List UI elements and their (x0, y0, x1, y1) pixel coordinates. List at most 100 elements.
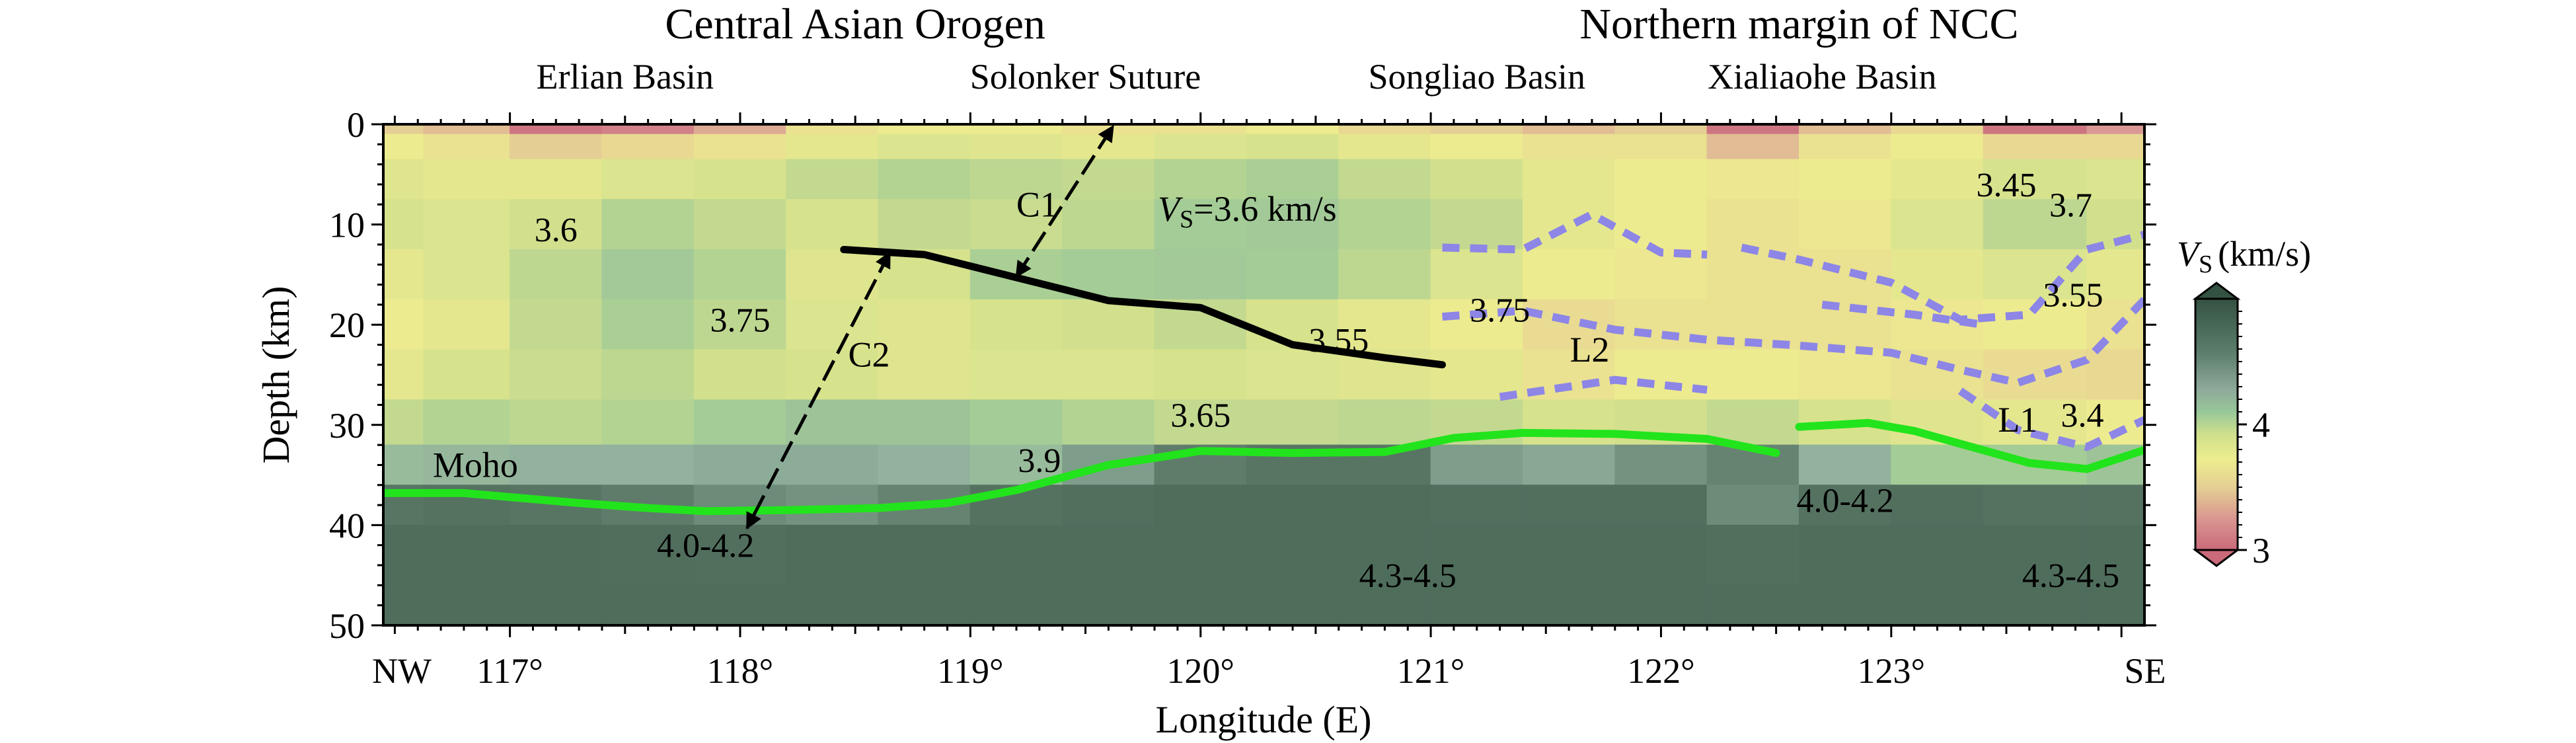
heatmap-cell (423, 124, 511, 135)
heatmap-cell (1983, 485, 2088, 526)
heatmap-cell (878, 124, 971, 135)
x-tick-label: 120° (1166, 651, 1234, 691)
feature-label: Solonker Suture (970, 57, 1201, 97)
heatmap-cell (423, 249, 511, 300)
heatmap-cell (1246, 159, 1340, 200)
heatmap-cell (1891, 444, 1984, 486)
heatmap-cell (423, 299, 511, 350)
region-label: Central Asian Orogen (665, 0, 1045, 48)
heatmap-cell (1614, 524, 1708, 586)
heatmap-cell (601, 159, 695, 200)
crustal-interface-line (840, 246, 1446, 369)
heatmap-cell (2086, 584, 2144, 625)
y-tick-label: 30 (329, 406, 365, 446)
heatmap-cell (1062, 159, 1155, 200)
heatmap-cell (510, 159, 603, 200)
heatmap-cell (1706, 524, 1799, 586)
heatmap-cell (1154, 524, 1247, 586)
heatmap-cell (383, 584, 424, 625)
heatmap-cell (1338, 584, 1431, 625)
vs-value-label: 3.55 (2043, 277, 2103, 315)
feature-label: Songliao Basin (1368, 57, 1585, 97)
heatmap-cell (1706, 124, 1799, 135)
heatmap-cell (1246, 199, 1340, 250)
x-tick-label: 122° (1627, 651, 1695, 691)
colorbar-tick-label: 4 (2252, 405, 2270, 445)
heatmap-cell (878, 199, 971, 250)
heatmap-cell (1891, 199, 1984, 250)
heatmap-cell (786, 399, 879, 446)
heatmap-cell (878, 584, 971, 625)
heatmap-cell (1614, 159, 1708, 200)
heatmap-cell (1430, 584, 1523, 625)
svg-text:VS=3.6 km/s: VS=3.6 km/s (1158, 189, 1337, 233)
heatmap-cell (1522, 299, 1616, 350)
x-tick-label: 119° (937, 651, 1004, 691)
low-velocity-zone-line (1442, 210, 1708, 259)
y-axis: 0 10 20 30 40 50 (329, 105, 2156, 646)
heatmap-cell (1706, 199, 1799, 250)
heatmap-cell (1154, 159, 1247, 200)
heatmap-cell (1062, 584, 1155, 625)
heatmap-cell (1338, 249, 1431, 300)
heatmap-cell (1614, 584, 1708, 625)
heatmap-cell (693, 524, 787, 586)
heatmap-cell (1983, 584, 2088, 625)
heatmap-cell (510, 134, 603, 160)
heatmap-cell (1798, 349, 1892, 401)
x-axis-label: Longitude (E) (1156, 698, 1372, 741)
heatmap-cell (1154, 249, 1247, 300)
heatmap-cell (601, 299, 695, 350)
arrow-c2 (745, 251, 891, 530)
vs-value-label: 4.0-4.2 (657, 528, 754, 565)
x-tick-label: 117° (476, 651, 543, 691)
heatmap-cell (1706, 485, 1799, 526)
profile-end-left: NW (372, 651, 432, 691)
heatmap-cell (693, 159, 787, 200)
y-tick-label: 10 (329, 206, 365, 245)
y-tick-label: 40 (329, 506, 365, 545)
heatmap-cell (878, 349, 971, 401)
y-tick-label: 50 (329, 606, 365, 646)
heatmap-cell (693, 349, 787, 401)
heatmap-cell (1246, 485, 1340, 526)
heatmap-cell (601, 199, 695, 250)
heatmap-cell (2086, 249, 2144, 300)
heatmap-cell (1246, 524, 1340, 586)
colorbar-title-sub: S (2199, 251, 2213, 278)
heatmap-cell (878, 159, 971, 200)
heatmap-cell (1062, 134, 1155, 160)
heatmap-cell (1338, 524, 1431, 586)
moho-line (1795, 418, 2144, 473)
heatmap-cell (1798, 584, 1892, 625)
heatmap-cell (878, 399, 971, 446)
heatmap-cell (1338, 134, 1431, 160)
heatmap-cell (1246, 124, 1340, 135)
feature-label: Xialiaohe Basin (1708, 57, 1936, 97)
vs-annotation-rest: =3.6 km/s (1193, 189, 1336, 229)
heatmap-cell (1891, 124, 1984, 135)
heatmap-cell (786, 199, 879, 250)
heatmap-cell (1338, 124, 1431, 135)
heatmap-cell (1062, 199, 1155, 250)
vs-value-label: 4.3-4.5 (2022, 557, 2119, 595)
heatmap-cell (1983, 159, 2088, 200)
heatmap-cell (1983, 134, 2088, 160)
heatmap-cell (693, 124, 787, 135)
heatmap-cell (510, 349, 603, 401)
heatmap-cell (1522, 124, 1616, 135)
heatmap-cell (1522, 249, 1616, 300)
heatmap-cell (969, 524, 1063, 586)
vs-value-label: 4.0-4.2 (1796, 483, 1893, 520)
heatmap-cell (1798, 199, 1892, 250)
heatmap-cell (423, 134, 511, 160)
heatmap-cell (383, 159, 424, 200)
heatmap-cell (510, 299, 603, 350)
heatmap-cell (1798, 299, 1892, 350)
vs-value-label: 3.55 (1308, 322, 1369, 360)
heatmap-cell (1338, 299, 1431, 350)
heatmap-cell (693, 485, 787, 526)
heatmap-cell (1430, 199, 1523, 250)
heatmap-cell (786, 524, 879, 586)
